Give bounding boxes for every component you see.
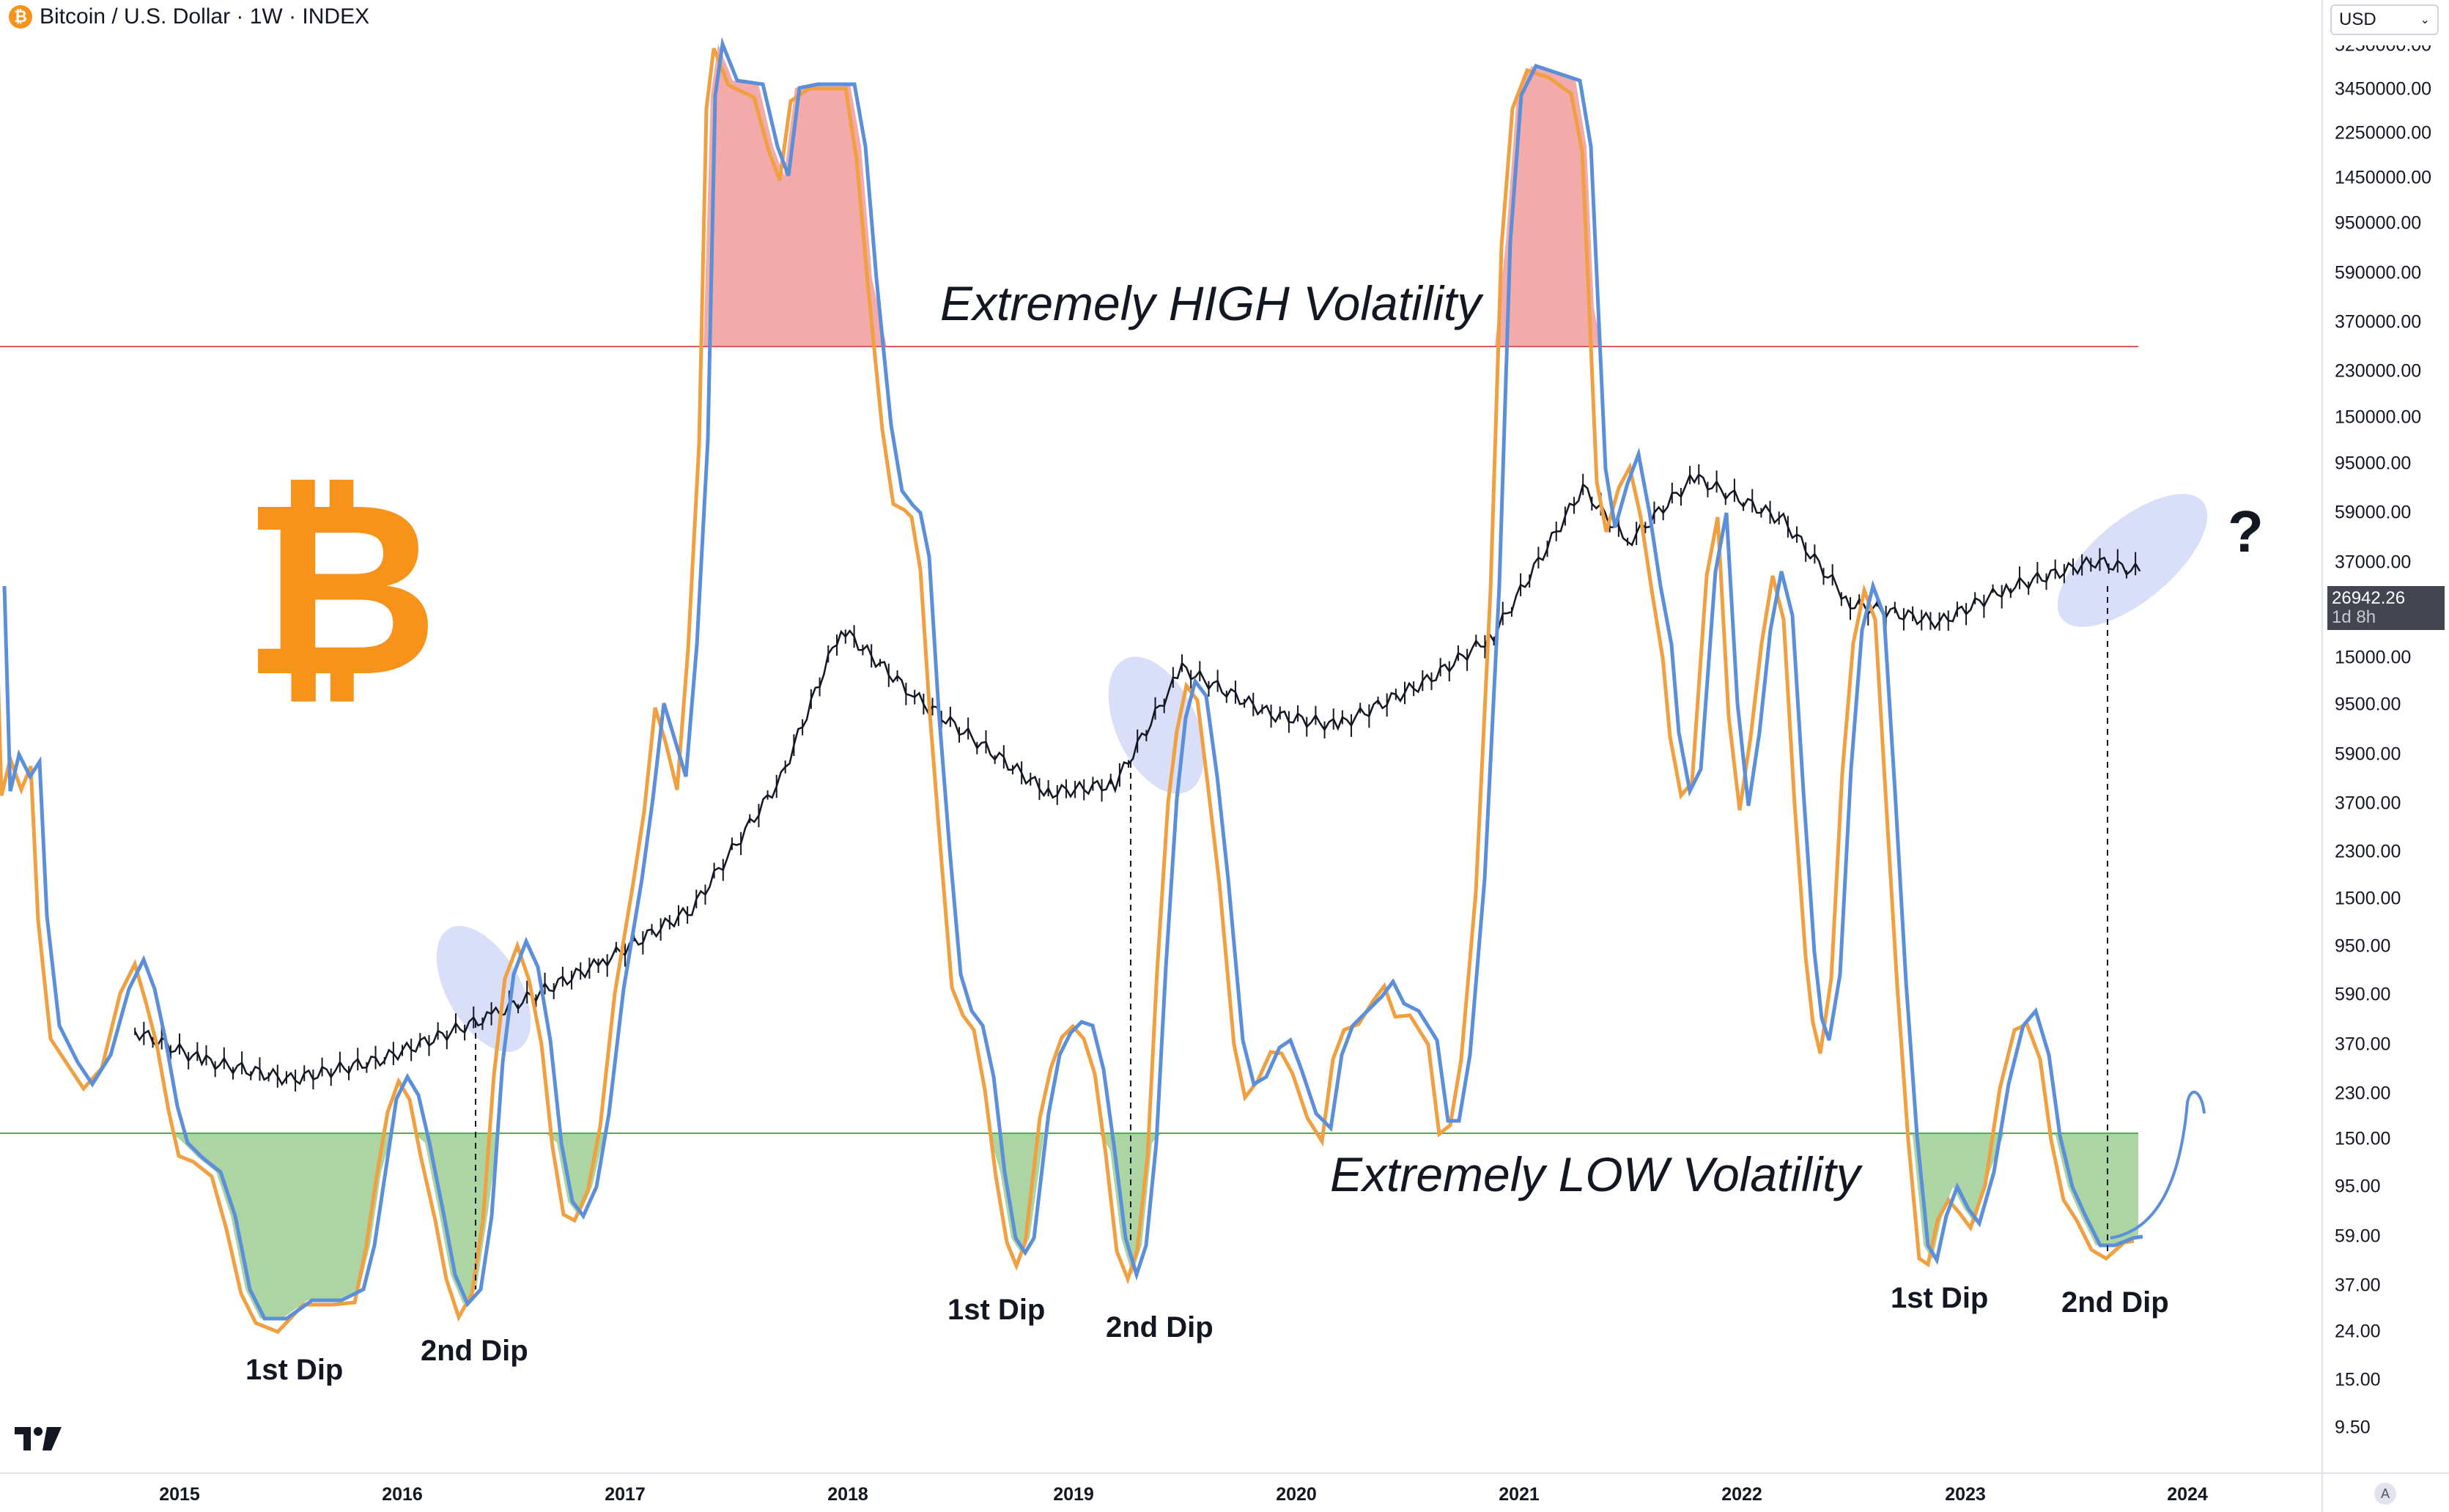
price-tick-label: 3450000.00: [2335, 78, 2432, 100]
auto-scale-button[interactable]: A: [2374, 1483, 2396, 1505]
symbol-title: Bitcoin / U.S. Dollar · 1W · INDEX: [40, 4, 370, 29]
price-tick-label: 590000.00: [2335, 262, 2422, 284]
time-tick-label: 2016: [382, 1484, 423, 1505]
price-tick-label: 9500.00: [2335, 694, 2401, 715]
price-tick-label: 37000.00: [2335, 552, 2412, 573]
dip-label: 1st Dip: [245, 1354, 344, 1386]
price-tick-label: 5900.00: [2335, 744, 2401, 765]
price-axis[interactable]: USD ⌄ 5250000.00 3450000.00 2250000.00 1450…: [2321, 0, 2449, 1472]
bitcoin-logo-glyph: ₿: [242, 454, 439, 724]
price-tick-label: 950000.00: [2335, 212, 2422, 234]
time-tick-label: 2020: [1276, 1484, 1317, 1505]
time-tick-label: 2015: [159, 1484, 200, 1505]
price-tick-label: 95000.00: [2335, 453, 2412, 474]
axis-corner: A: [2321, 1472, 2449, 1512]
price-tick-label: 5250000.00: [2335, 34, 2432, 56]
time-tick-label: 2018: [827, 1484, 868, 1505]
time-tick-label: 2019: [1053, 1484, 1094, 1505]
projection-arrow: [2110, 1091, 2206, 1239]
high-volatility-label: Extremely HIGH Volatility: [940, 276, 1482, 330]
currency-select[interactable]: USD ⌄: [2330, 4, 2439, 35]
price-tick-label: 370000.00: [2335, 311, 2422, 333]
price-tick-label: 95.00: [2335, 1176, 2381, 1197]
price-tick-label: 590.00: [2335, 984, 2391, 1005]
bitcoin-icon: ₿: [9, 5, 32, 29]
price-tick-label: 3700.00: [2335, 793, 2401, 814]
price-tick-label: 2300.00: [2335, 841, 2401, 862]
last-price-tag: 26942.26 1d 8h: [2327, 586, 2445, 630]
price-tick-label: 15.00: [2335, 1369, 2381, 1390]
price-tick-label: 59.00: [2335, 1226, 2381, 1247]
dip-label: 2nd Dip: [1106, 1311, 1214, 1344]
price-tick-label: 150.00: [2335, 1128, 2391, 1149]
highlight-ellipse: [2057, 494, 2208, 627]
chart-area[interactable]: ₿ Bitcoin / U.S. Dollar · 1W · INDEX ₿ E…: [0, 0, 2321, 1472]
bitcoin-logo: ₿: [242, 469, 439, 711]
time-tick-label: 2024: [2167, 1484, 2208, 1505]
time-axis[interactable]: 2015 2016 2017 2018 2019 2020 2021 2022 2023 2024: [0, 1472, 2321, 1512]
last-price: 26942.26: [2332, 588, 2406, 608]
dip-label: 1st Dip: [948, 1294, 1046, 1326]
low-volatility-label: Extremely LOW Volatility: [1330, 1147, 1861, 1201]
dip-label: 2nd Dip: [2061, 1286, 2169, 1319]
time-tick-label: 2023: [1945, 1484, 1986, 1505]
price-tick-label: 230.00: [2335, 1083, 2391, 1104]
time-tick-label: 2017: [605, 1484, 646, 1505]
chart-canvas[interactable]: [0, 0, 2321, 1472]
price-tick-label: 1500.00: [2335, 888, 2401, 909]
price-tick-label: 2250000.00: [2335, 122, 2432, 144]
price-tick-label: 59000.00: [2335, 502, 2412, 523]
dip-label: 1st Dip: [1891, 1282, 1989, 1314]
time-tick-label: 2022: [1721, 1484, 1762, 1505]
price-tick-label: 15000.00: [2335, 647, 2412, 668]
price-tick-label: 370.00: [2335, 1034, 2391, 1055]
symbol-title-bar[interactable]: ₿ Bitcoin / U.S. Dollar · 1W · INDEX: [9, 4, 376, 29]
bar-countdown: 1d 8h: [2332, 607, 2376, 627]
oscillator-line-blue: [2, 37, 2143, 1321]
price-tick-label: 1450000.00: [2335, 167, 2432, 188]
currency-value: USD: [2339, 10, 2376, 29]
price-tick-label: 9.50: [2335, 1417, 2371, 1438]
oscillator-line-orange: [0, 48, 2135, 1334]
price-tick-label: 230000.00: [2335, 360, 2422, 382]
price-tick-label: 24.00: [2335, 1321, 2381, 1342]
tradingview-logo: [15, 1427, 62, 1450]
chevron-down-icon: ⌄: [2420, 14, 2430, 26]
price-tick-label: 37.00: [2335, 1275, 2381, 1296]
price-tick-label: 150000.00: [2335, 407, 2422, 428]
low-volatility-fill: [0, 1133, 2138, 1319]
price-series-line: [134, 472, 2141, 1086]
time-tick-label: 2021: [1499, 1484, 1540, 1505]
dip-label: 2nd Dip: [421, 1335, 528, 1367]
question-mark: ?: [2228, 499, 2264, 564]
price-tick-label: 950.00: [2335, 935, 2391, 957]
